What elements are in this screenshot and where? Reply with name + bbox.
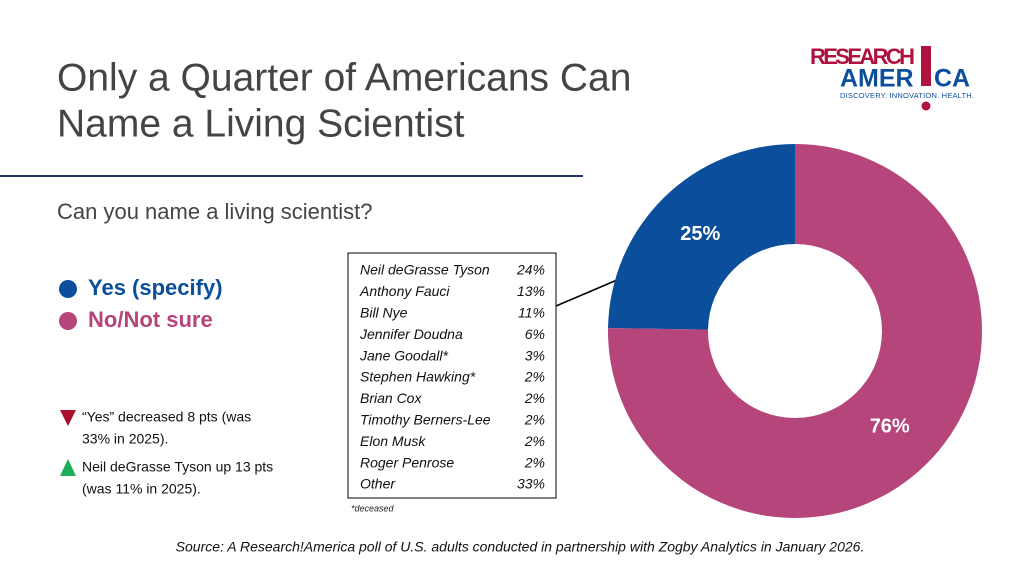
note-line: 33% in 2025). (82, 431, 168, 447)
title-line: Only a Quarter of Americans Can (57, 56, 631, 99)
donut-slice (608, 144, 983, 518)
name-cell: Neil deGrasse Tyson (360, 262, 490, 278)
name-cell: Elon Musk (360, 433, 426, 449)
note-line: “Yes” decreased 8 pts (was (82, 409, 251, 425)
legend-swatch (59, 280, 77, 298)
donut-slice (608, 144, 795, 330)
note-line: (was 11% in 2025). (82, 481, 201, 497)
name-cell: Stephen Hawking* (360, 369, 476, 385)
pct-cell: 24% (516, 262, 545, 278)
name-cell: Anthony Fauci (359, 283, 450, 299)
logo-text: AMER (840, 65, 914, 93)
pct-cell: 13% (517, 283, 545, 299)
name-cell: Jennifer Doudna (359, 326, 463, 342)
connector (555, 279, 618, 307)
pct-cell: 2% (524, 369, 545, 385)
name-cell: Other (360, 476, 396, 492)
logo-text: CA (934, 65, 970, 93)
names-box (347, 252, 557, 499)
pct-cell: 3% (525, 347, 545, 363)
name-cell: Roger Penrose (360, 454, 454, 470)
pct-cell: 2% (524, 390, 545, 406)
legend-label: Yes (specify) (88, 275, 223, 300)
legend-label: No/Not sure (88, 307, 213, 332)
subtitle: Can you name a living scientist? (57, 199, 373, 224)
pct-cell: 2% (524, 412, 545, 428)
title-line: Name a Living Scientist (57, 102, 465, 145)
logo-mark (921, 46, 931, 86)
pct-cell: 2% (524, 454, 545, 470)
pct-cell: 6% (525, 326, 545, 342)
name-cell: Jane Goodall* (359, 347, 449, 363)
source: Source: A Research!America poll of U.S. … (176, 539, 865, 555)
logo-tagline: DISCOVERY. INNOVATION. HEALTH. (840, 91, 974, 100)
name-cell: Timothy Berners-Lee (360, 412, 491, 428)
pct-cell: 2% (524, 433, 545, 449)
legend-swatch (59, 312, 77, 330)
slice-label: 76% (870, 415, 910, 437)
logo-mark (921, 101, 931, 111)
logo: RESEARCH AMER CA DISCOVERY. INNOVATION. … (810, 44, 974, 111)
name-cell: Bill Nye (360, 305, 408, 321)
logo-text: RESEARCH (810, 44, 915, 69)
name-cell: Brian Cox (360, 390, 422, 406)
note-line: Neil deGrasse Tyson up 13 pts (82, 459, 273, 475)
slice-label: 25% (680, 223, 720, 245)
down-icon (60, 410, 76, 426)
pct-cell: 11% (518, 305, 545, 321)
up-icon (60, 459, 76, 476)
pct-cell: 33% (517, 476, 545, 492)
footnote: *deceased (351, 503, 395, 513)
